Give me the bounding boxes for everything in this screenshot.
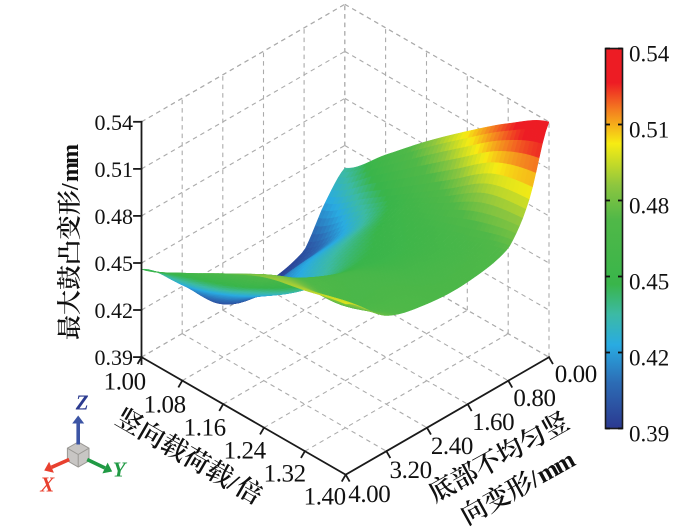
svg-text:m: m <box>58 144 84 164</box>
svg-text:0.42: 0.42 <box>95 298 134 323</box>
svg-text:0.54: 0.54 <box>629 42 670 67</box>
svg-text:1.00: 1.00 <box>104 368 146 395</box>
svg-text:0.42: 0.42 <box>629 346 669 371</box>
svg-text:0.45: 0.45 <box>629 270 669 295</box>
svg-text:X: X <box>39 473 55 497</box>
svg-text:3.20: 3.20 <box>390 457 432 484</box>
svg-text:0.51: 0.51 <box>95 157 134 182</box>
svg-text:0.54: 0.54 <box>95 110 134 135</box>
svg-text:Y: Y <box>113 458 128 482</box>
svg-text:2.40: 2.40 <box>431 433 473 460</box>
svg-text:1.32: 1.32 <box>264 460 306 487</box>
svg-text:0.48: 0.48 <box>629 194 669 219</box>
svg-text:1.40: 1.40 <box>304 483 346 510</box>
svg-text:0.51: 0.51 <box>629 118 669 143</box>
svg-text:1.08: 1.08 <box>144 391 186 418</box>
svg-text:0.39: 0.39 <box>629 422 669 447</box>
svg-text:4.00: 4.00 <box>348 481 390 508</box>
svg-text:0.48: 0.48 <box>95 204 134 229</box>
svg-text:0.39: 0.39 <box>95 345 134 370</box>
svg-text:0.80: 0.80 <box>513 385 555 412</box>
svg-text:/: / <box>58 183 84 191</box>
svg-text:m: m <box>58 162 84 182</box>
svg-text:1.60: 1.60 <box>472 409 514 436</box>
svg-text:1.16: 1.16 <box>184 414 226 441</box>
svg-text:Z: Z <box>75 391 89 415</box>
svg-text:0.45: 0.45 <box>95 251 134 276</box>
svg-text:1.24: 1.24 <box>224 437 267 464</box>
svg-text:0.00: 0.00 <box>555 361 597 388</box>
